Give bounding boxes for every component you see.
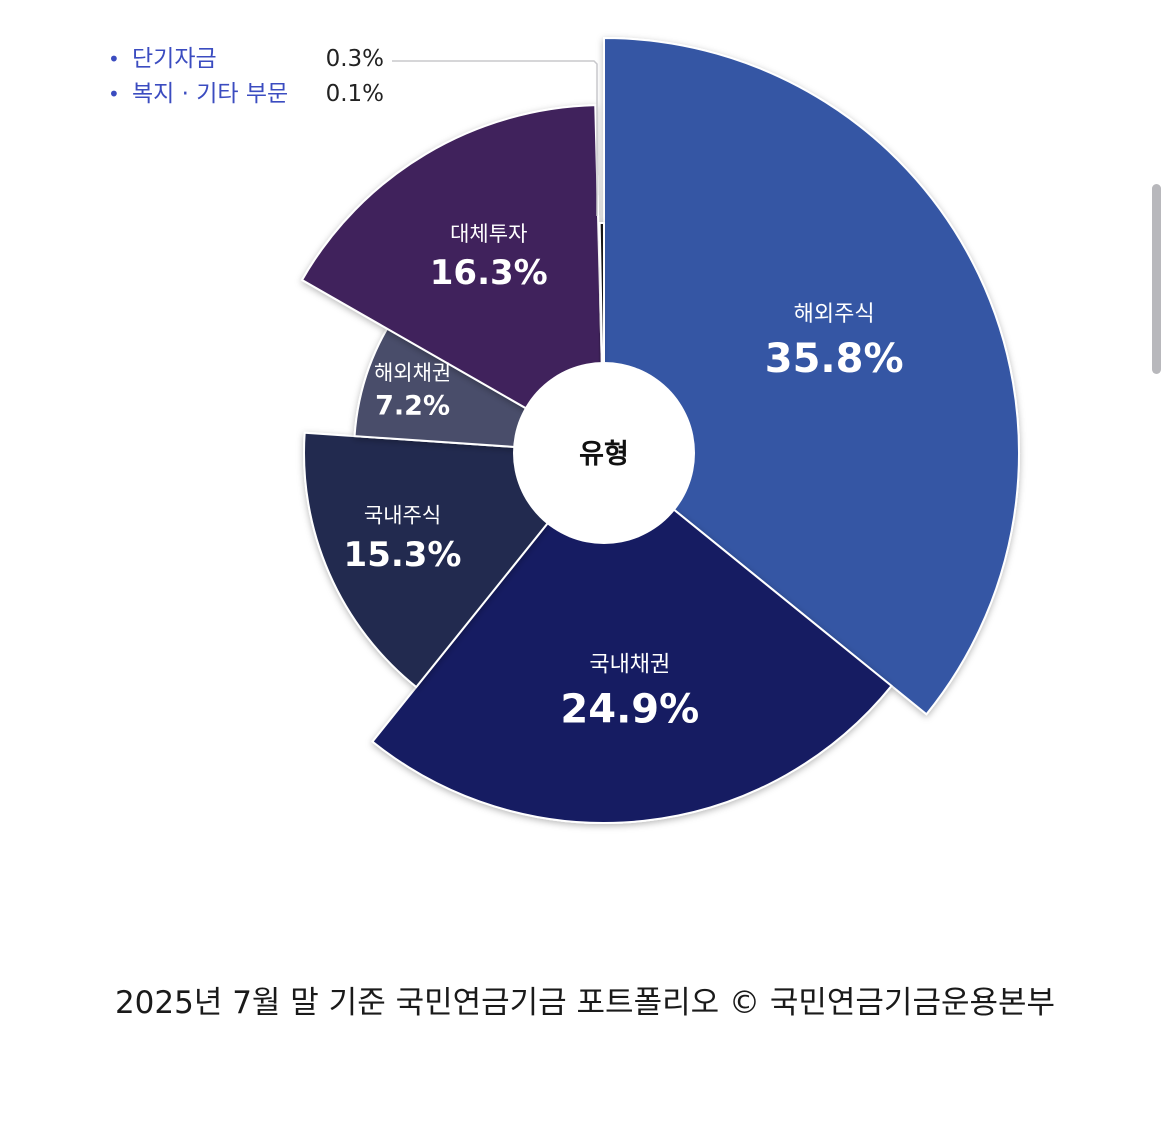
slice-value: 16.3% bbox=[430, 253, 548, 293]
center-hole bbox=[513, 362, 695, 544]
slice-value: 24.9% bbox=[560, 686, 699, 732]
slice-value: 7.2% bbox=[375, 390, 450, 421]
slice-value: 35.8% bbox=[765, 336, 904, 382]
slice-label-대체투자: 대체투자 16.3% bbox=[430, 222, 548, 293]
slice-해외주식[interactable] bbox=[603, 36, 1020, 716]
legend-name: 복지 · 기타 부문 bbox=[132, 81, 288, 107]
slice-name: 대체투자 bbox=[450, 222, 527, 246]
legend-connector-line bbox=[392, 60, 598, 216]
slice-name: 국내주식 bbox=[364, 504, 441, 528]
legend-item-단기자금: • 단기자금 0.3% bbox=[108, 46, 384, 72]
slice-대체투자[interactable] bbox=[300, 104, 606, 455]
slice-name: 국내채권 bbox=[589, 653, 670, 678]
center-label: 유형 bbox=[579, 439, 629, 470]
legend-bullet: • bbox=[108, 47, 120, 71]
slice-국내채권[interactable] bbox=[371, 451, 893, 824]
legend-value: 0.3% bbox=[326, 46, 384, 72]
legend-value: 0.1% bbox=[326, 81, 384, 107]
slice-label-국내주식: 국내주식 15.3% bbox=[344, 504, 462, 575]
slice-name: 해외채권 bbox=[374, 361, 451, 385]
slice-label-해외주식: 해외주식 35.8% bbox=[765, 302, 904, 382]
slice-label-국내채권: 국내채권 24.9% bbox=[560, 653, 699, 733]
legend-item-복지-기타-부문: • 복지 · 기타 부문 0.1% bbox=[108, 81, 384, 107]
slice-value: 15.3% bbox=[344, 535, 462, 575]
slice-label-해외채권: 해외채권 7.2% bbox=[374, 361, 451, 421]
chart-caption: 2025년 7월 말 기준 국민연금기금 포트폴리오 © 국민연금기금운용본부 bbox=[114, 985, 1056, 1021]
slice-name: 해외주식 bbox=[794, 302, 875, 327]
scrollbar[interactable] bbox=[1152, 184, 1161, 374]
legend-name: 단기자금 bbox=[132, 46, 217, 72]
legend-bullet: • bbox=[108, 82, 120, 106]
